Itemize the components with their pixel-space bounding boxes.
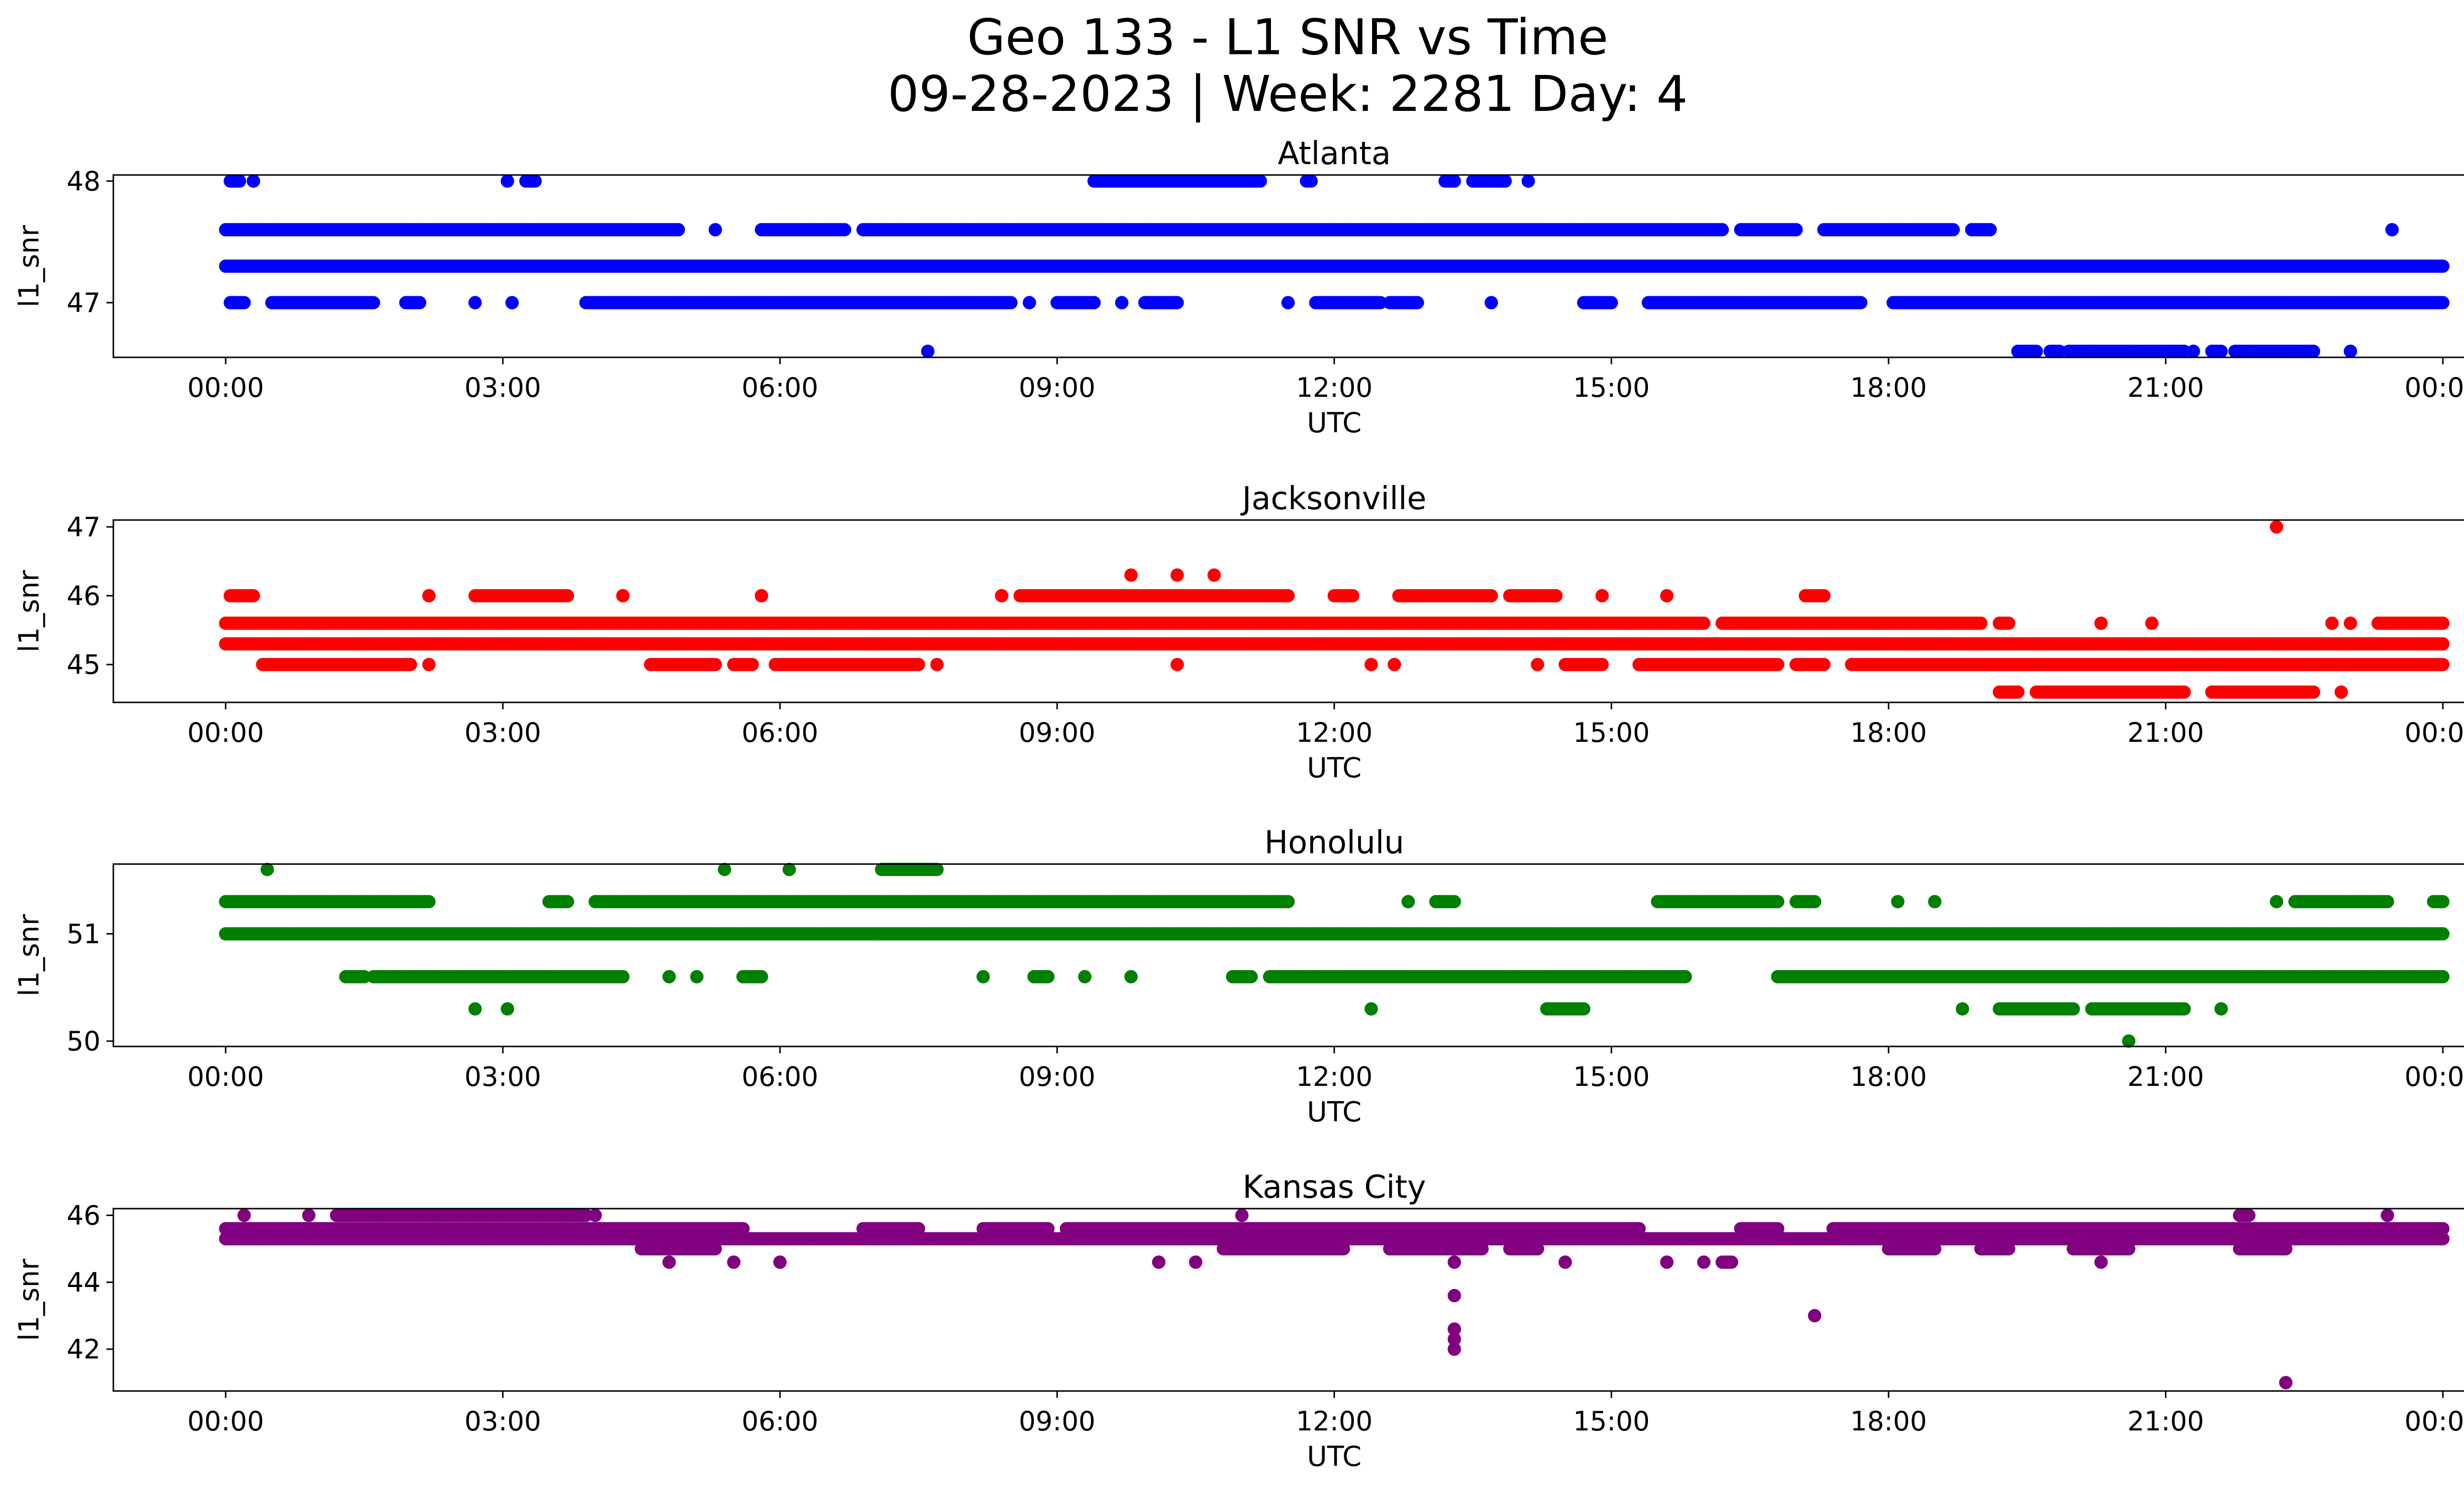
x-tick-label: 09:00 xyxy=(1019,372,1095,403)
data-series xyxy=(219,174,2450,358)
data-point xyxy=(237,296,251,310)
data-point xyxy=(2053,345,2066,358)
data-point xyxy=(528,174,542,188)
data-point xyxy=(2344,616,2358,630)
data-point xyxy=(709,658,722,671)
data-point xyxy=(2436,296,2450,310)
data-point xyxy=(2436,259,2450,273)
data-point xyxy=(1817,658,1831,671)
data-point xyxy=(2094,616,2108,630)
data-point xyxy=(1447,174,1461,188)
data-point xyxy=(2187,345,2200,358)
figure-title-line2: 09-28-2023 | Week: 2281 Day: 4 xyxy=(888,65,1687,123)
data-point xyxy=(1715,223,1729,237)
data-point xyxy=(1605,296,1618,310)
subplot-grid: Atlanta 00:00 03:00 06:00 09:00 12:00 15:00 18:… xyxy=(13,136,2464,1473)
data-point xyxy=(1531,658,1544,671)
data-point xyxy=(2344,345,2358,358)
data-point xyxy=(1697,616,1711,630)
data-point xyxy=(505,296,519,310)
series-level-5 xyxy=(2385,223,2399,237)
data-point xyxy=(672,223,685,237)
data-point xyxy=(1789,223,1803,237)
data-point xyxy=(1170,658,1184,671)
data-point xyxy=(2029,345,2043,358)
data-point xyxy=(921,345,935,358)
data-point xyxy=(912,658,925,671)
data-point xyxy=(1004,296,1018,310)
data-point xyxy=(413,296,427,310)
series-level-2 xyxy=(223,296,2450,310)
data-point xyxy=(1498,174,1512,188)
data-point xyxy=(1854,296,1868,310)
data-point xyxy=(2325,616,2339,630)
data-point xyxy=(404,658,417,671)
data-point xyxy=(2214,345,2228,358)
subplot-title: Atlanta xyxy=(1278,136,1391,172)
data-point xyxy=(1974,616,1988,630)
data-point xyxy=(1115,296,1129,310)
data-point xyxy=(709,223,722,237)
data-point xyxy=(501,174,514,188)
y-tick-label: 47 xyxy=(67,287,101,318)
data-point xyxy=(1984,223,1997,237)
data-point xyxy=(1595,658,1609,671)
subplot-title: Jacksonville xyxy=(1240,481,1427,517)
series-level-0 xyxy=(219,637,2450,651)
x-tick-label: 03:00 xyxy=(465,372,542,403)
data-point xyxy=(2307,345,2321,358)
data-point xyxy=(2002,616,2016,630)
x-tick-label: 06:00 xyxy=(742,372,819,403)
x-tick-label: 12:00 xyxy=(1296,372,1373,403)
data-point xyxy=(1365,658,1378,671)
data-point xyxy=(233,174,246,188)
data-point xyxy=(1254,174,1267,188)
data-point xyxy=(1947,223,1960,237)
x-tick-label: 15:00 xyxy=(1573,372,1650,403)
data-point xyxy=(1521,174,1535,188)
x-tick-label: 18:00 xyxy=(1850,372,1927,403)
data-point xyxy=(1087,296,1101,310)
data-point xyxy=(2385,223,2399,237)
series-level-2 xyxy=(256,658,2450,671)
series-level-0 xyxy=(219,259,2450,273)
data-point xyxy=(1484,296,1498,310)
data-point xyxy=(2145,616,2159,630)
series-level-4 xyxy=(921,345,2358,358)
series-level-1 xyxy=(219,616,2450,630)
series-level-1 xyxy=(219,223,1997,237)
data-point xyxy=(2436,637,2450,651)
data-point xyxy=(1410,296,1424,310)
y-tick-label: 48 xyxy=(67,166,101,197)
data-point xyxy=(1304,174,1318,188)
data-point xyxy=(2436,616,2450,630)
data-point xyxy=(422,658,436,671)
x-axis-label: UTC xyxy=(1307,407,1362,439)
figure-title-line1: Geo 133 - L1 SNR vs Time xyxy=(967,8,1608,66)
data-point xyxy=(1281,296,1295,310)
x-tick-label: 00:00 xyxy=(2404,372,2464,403)
data-point xyxy=(838,223,852,237)
data-point xyxy=(1387,658,1401,671)
data-point xyxy=(2177,345,2191,358)
data-point xyxy=(468,296,482,310)
x-tick-label: 00:00 xyxy=(187,372,264,403)
data-point xyxy=(1170,296,1184,310)
data-point xyxy=(246,174,260,188)
series-level-3 xyxy=(223,174,1535,188)
data-series xyxy=(219,520,2450,699)
data-point xyxy=(930,658,944,671)
data-point xyxy=(1771,658,1784,671)
y-axis-label: l1_snr xyxy=(13,225,45,308)
data-point xyxy=(1373,296,1387,310)
data-point xyxy=(1023,296,1036,310)
data-point xyxy=(746,658,759,671)
x-tick-label: 21:00 xyxy=(2127,372,2204,403)
subplot-atlanta: Atlanta 00:00 03:00 06:00 09:00 12:00 15:00 18:… xyxy=(13,136,2464,439)
data-point xyxy=(367,296,380,310)
